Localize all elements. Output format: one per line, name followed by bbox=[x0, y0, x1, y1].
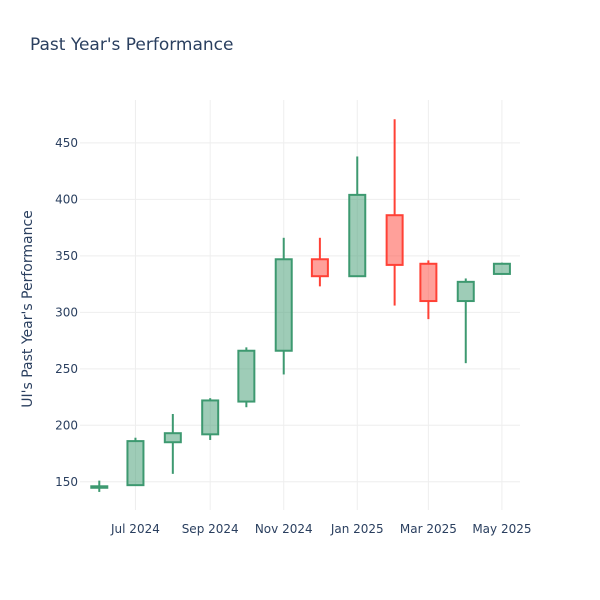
x-tick-label: May 2025 bbox=[472, 522, 531, 536]
candle-decreasing bbox=[385, 119, 404, 306]
candle-increasing bbox=[274, 237, 293, 375]
candle-body bbox=[310, 258, 329, 278]
candle-decreasing bbox=[310, 237, 329, 287]
x-axis-ticks: Jul 2024 Sep 2024 Nov 2024 Jan 2025 Mar 2025… bbox=[110, 522, 531, 536]
candle-increasing bbox=[492, 262, 511, 275]
candle-body bbox=[201, 399, 220, 436]
candle-body bbox=[385, 214, 404, 266]
y-tick-label: 450 bbox=[55, 136, 78, 150]
y-tick-label: 400 bbox=[55, 192, 78, 206]
x-tick-label: Jan 2025 bbox=[330, 522, 384, 536]
candle-increasing bbox=[237, 347, 256, 408]
y-tick-label: 350 bbox=[55, 249, 78, 263]
y-tick-label: 150 bbox=[55, 475, 78, 489]
candle-increasing bbox=[90, 480, 109, 492]
candle-body bbox=[163, 432, 182, 444]
candle-body bbox=[274, 258, 293, 352]
candle-body bbox=[348, 193, 367, 278]
candle-increasing bbox=[163, 413, 182, 474]
x-tick-label: Nov 2024 bbox=[255, 522, 313, 536]
y-tick-label: 300 bbox=[55, 305, 78, 319]
candle-body bbox=[90, 485, 109, 489]
y-tick-label: 200 bbox=[55, 418, 78, 432]
x-tick-label: Sep 2024 bbox=[182, 522, 239, 536]
candle-increasing bbox=[126, 437, 145, 487]
candle-body bbox=[237, 349, 256, 403]
candle-increasing bbox=[348, 156, 367, 278]
candle-body bbox=[126, 440, 145, 487]
candle-body bbox=[419, 262, 438, 303]
y-tick-label: 250 bbox=[55, 362, 78, 376]
candle-body bbox=[492, 262, 511, 275]
y-axis-ticks: 150 200 250 300 350 400 450 bbox=[55, 136, 78, 489]
x-tick-label: Jul 2024 bbox=[110, 522, 160, 536]
y-axis-title: UI's Past Year's Performance bbox=[20, 210, 36, 408]
candles bbox=[90, 119, 511, 492]
x-tick-label: Mar 2025 bbox=[400, 522, 457, 536]
candle-increasing bbox=[456, 278, 475, 364]
candle-increasing bbox=[201, 398, 220, 440]
chart-title: Past Year's Performance bbox=[30, 35, 234, 55]
candle-body bbox=[456, 280, 475, 303]
candle-decreasing bbox=[419, 260, 438, 320]
